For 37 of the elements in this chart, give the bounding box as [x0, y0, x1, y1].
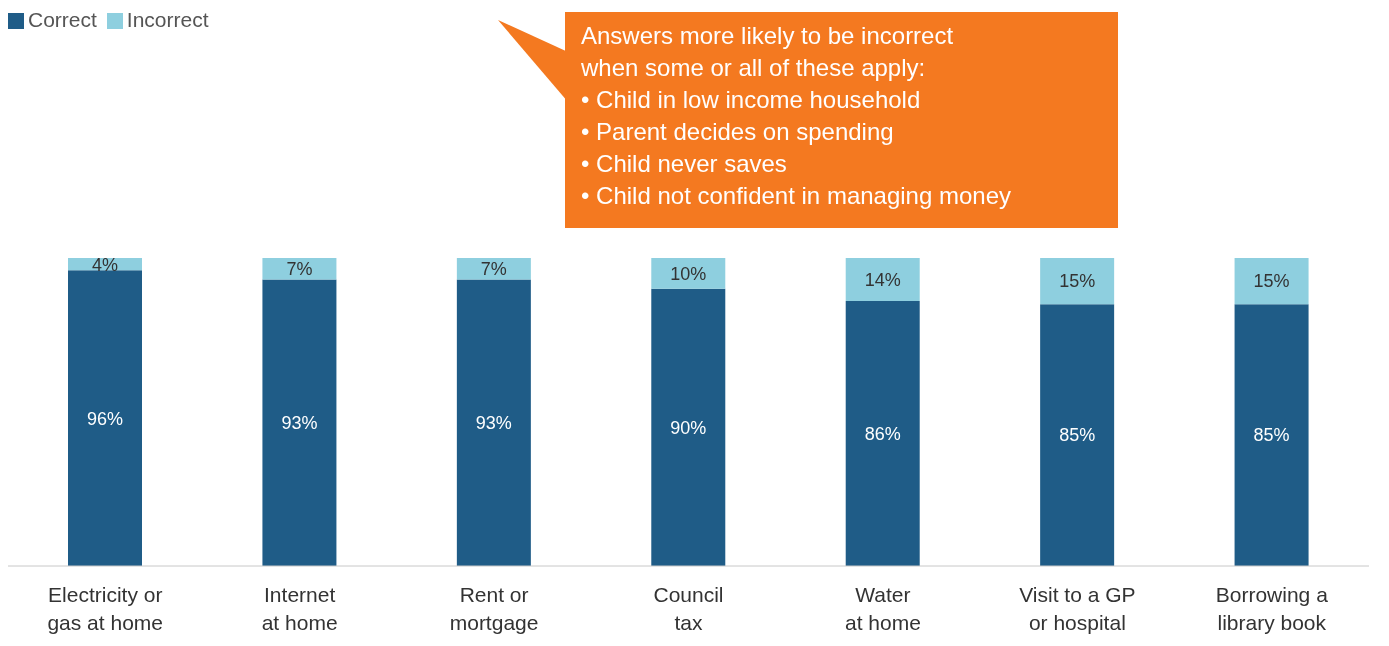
- data-label: 96%: [86, 408, 124, 429]
- x-tick-label: Rent or mortgage: [449, 583, 539, 634]
- data-label: 10%: [670, 263, 707, 284]
- legend-label: Correct: [28, 8, 97, 31]
- data-label: 85%: [1059, 425, 1096, 446]
- bar: [456, 258, 531, 280]
- bar: [651, 258, 726, 289]
- bar: [845, 301, 920, 566]
- data-label: 93%: [475, 413, 512, 434]
- x-tick-label: Borrowing a library book: [1215, 583, 1329, 634]
- data-label: 85%: [1253, 425, 1290, 446]
- bar: [68, 270, 142, 566]
- x-tick-label: Internet at home: [261, 583, 338, 634]
- bar: [262, 279, 337, 566]
- bar: [651, 288, 726, 566]
- bar: [1040, 258, 1115, 305]
- data-label: 90%: [670, 417, 707, 438]
- x-tick-label: Visit to a GP or hospital: [1019, 583, 1136, 634]
- x-tick-label: Council tax: [653, 583, 724, 634]
- bar: [1234, 258, 1309, 305]
- x-tick-label: Water at home: [844, 583, 921, 634]
- data-label: 86%: [864, 423, 901, 444]
- data-label: 15%: [1059, 271, 1096, 292]
- bar: [1234, 304, 1309, 566]
- bar: [845, 258, 920, 302]
- legend-label: Incorrect: [126, 8, 209, 31]
- bar: [1040, 304, 1115, 566]
- bar: [456, 279, 531, 566]
- data-label: 7%: [286, 259, 313, 280]
- data-label: 15%: [1253, 271, 1290, 292]
- bar: [262, 258, 337, 280]
- text: Answers more likely to be incorrect when some or all of these apply: • Child in low income household • Parent decides on spending • Child never saves • Child not confident in managing money: [581, 21, 1012, 211]
- data-label: 14%: [864, 269, 901, 290]
- x-tick-label: Electricity or gas at home: [47, 583, 163, 634]
- data-label: 4%: [91, 254, 119, 275]
- data-label: 93%: [281, 413, 318, 434]
- data-label: 7%: [480, 259, 507, 280]
